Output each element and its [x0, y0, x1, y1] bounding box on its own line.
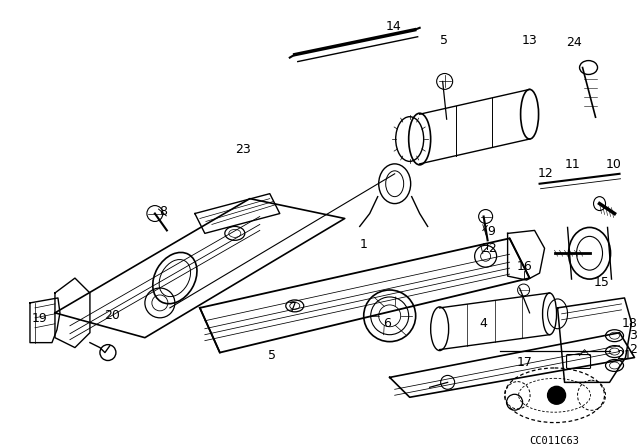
- Text: 16: 16: [516, 259, 532, 272]
- Text: 10: 10: [606, 158, 622, 171]
- Circle shape: [548, 386, 566, 404]
- Text: 14: 14: [385, 20, 401, 33]
- Text: 24: 24: [566, 36, 582, 49]
- Text: 4: 4: [479, 318, 487, 331]
- Text: 18: 18: [622, 318, 638, 331]
- Text: 22: 22: [481, 242, 497, 255]
- Text: 20: 20: [104, 310, 120, 323]
- Text: 5: 5: [268, 349, 276, 362]
- Text: 9: 9: [487, 225, 495, 238]
- Text: 5: 5: [440, 34, 449, 47]
- Text: 17: 17: [516, 356, 532, 369]
- Text: 15: 15: [593, 276, 609, 289]
- Text: 3: 3: [629, 329, 637, 342]
- Text: 21: 21: [616, 349, 632, 362]
- Text: 23: 23: [235, 142, 251, 155]
- Text: 2: 2: [629, 343, 637, 356]
- Text: 1: 1: [359, 238, 367, 251]
- Text: 7: 7: [289, 301, 297, 314]
- Text: 13: 13: [522, 34, 538, 47]
- Text: 19: 19: [32, 312, 47, 325]
- Text: 12: 12: [538, 167, 554, 180]
- Text: 11: 11: [564, 158, 580, 171]
- Text: 6: 6: [383, 318, 391, 331]
- Text: 8: 8: [159, 205, 167, 218]
- Text: CC011C63: CC011C63: [529, 436, 580, 446]
